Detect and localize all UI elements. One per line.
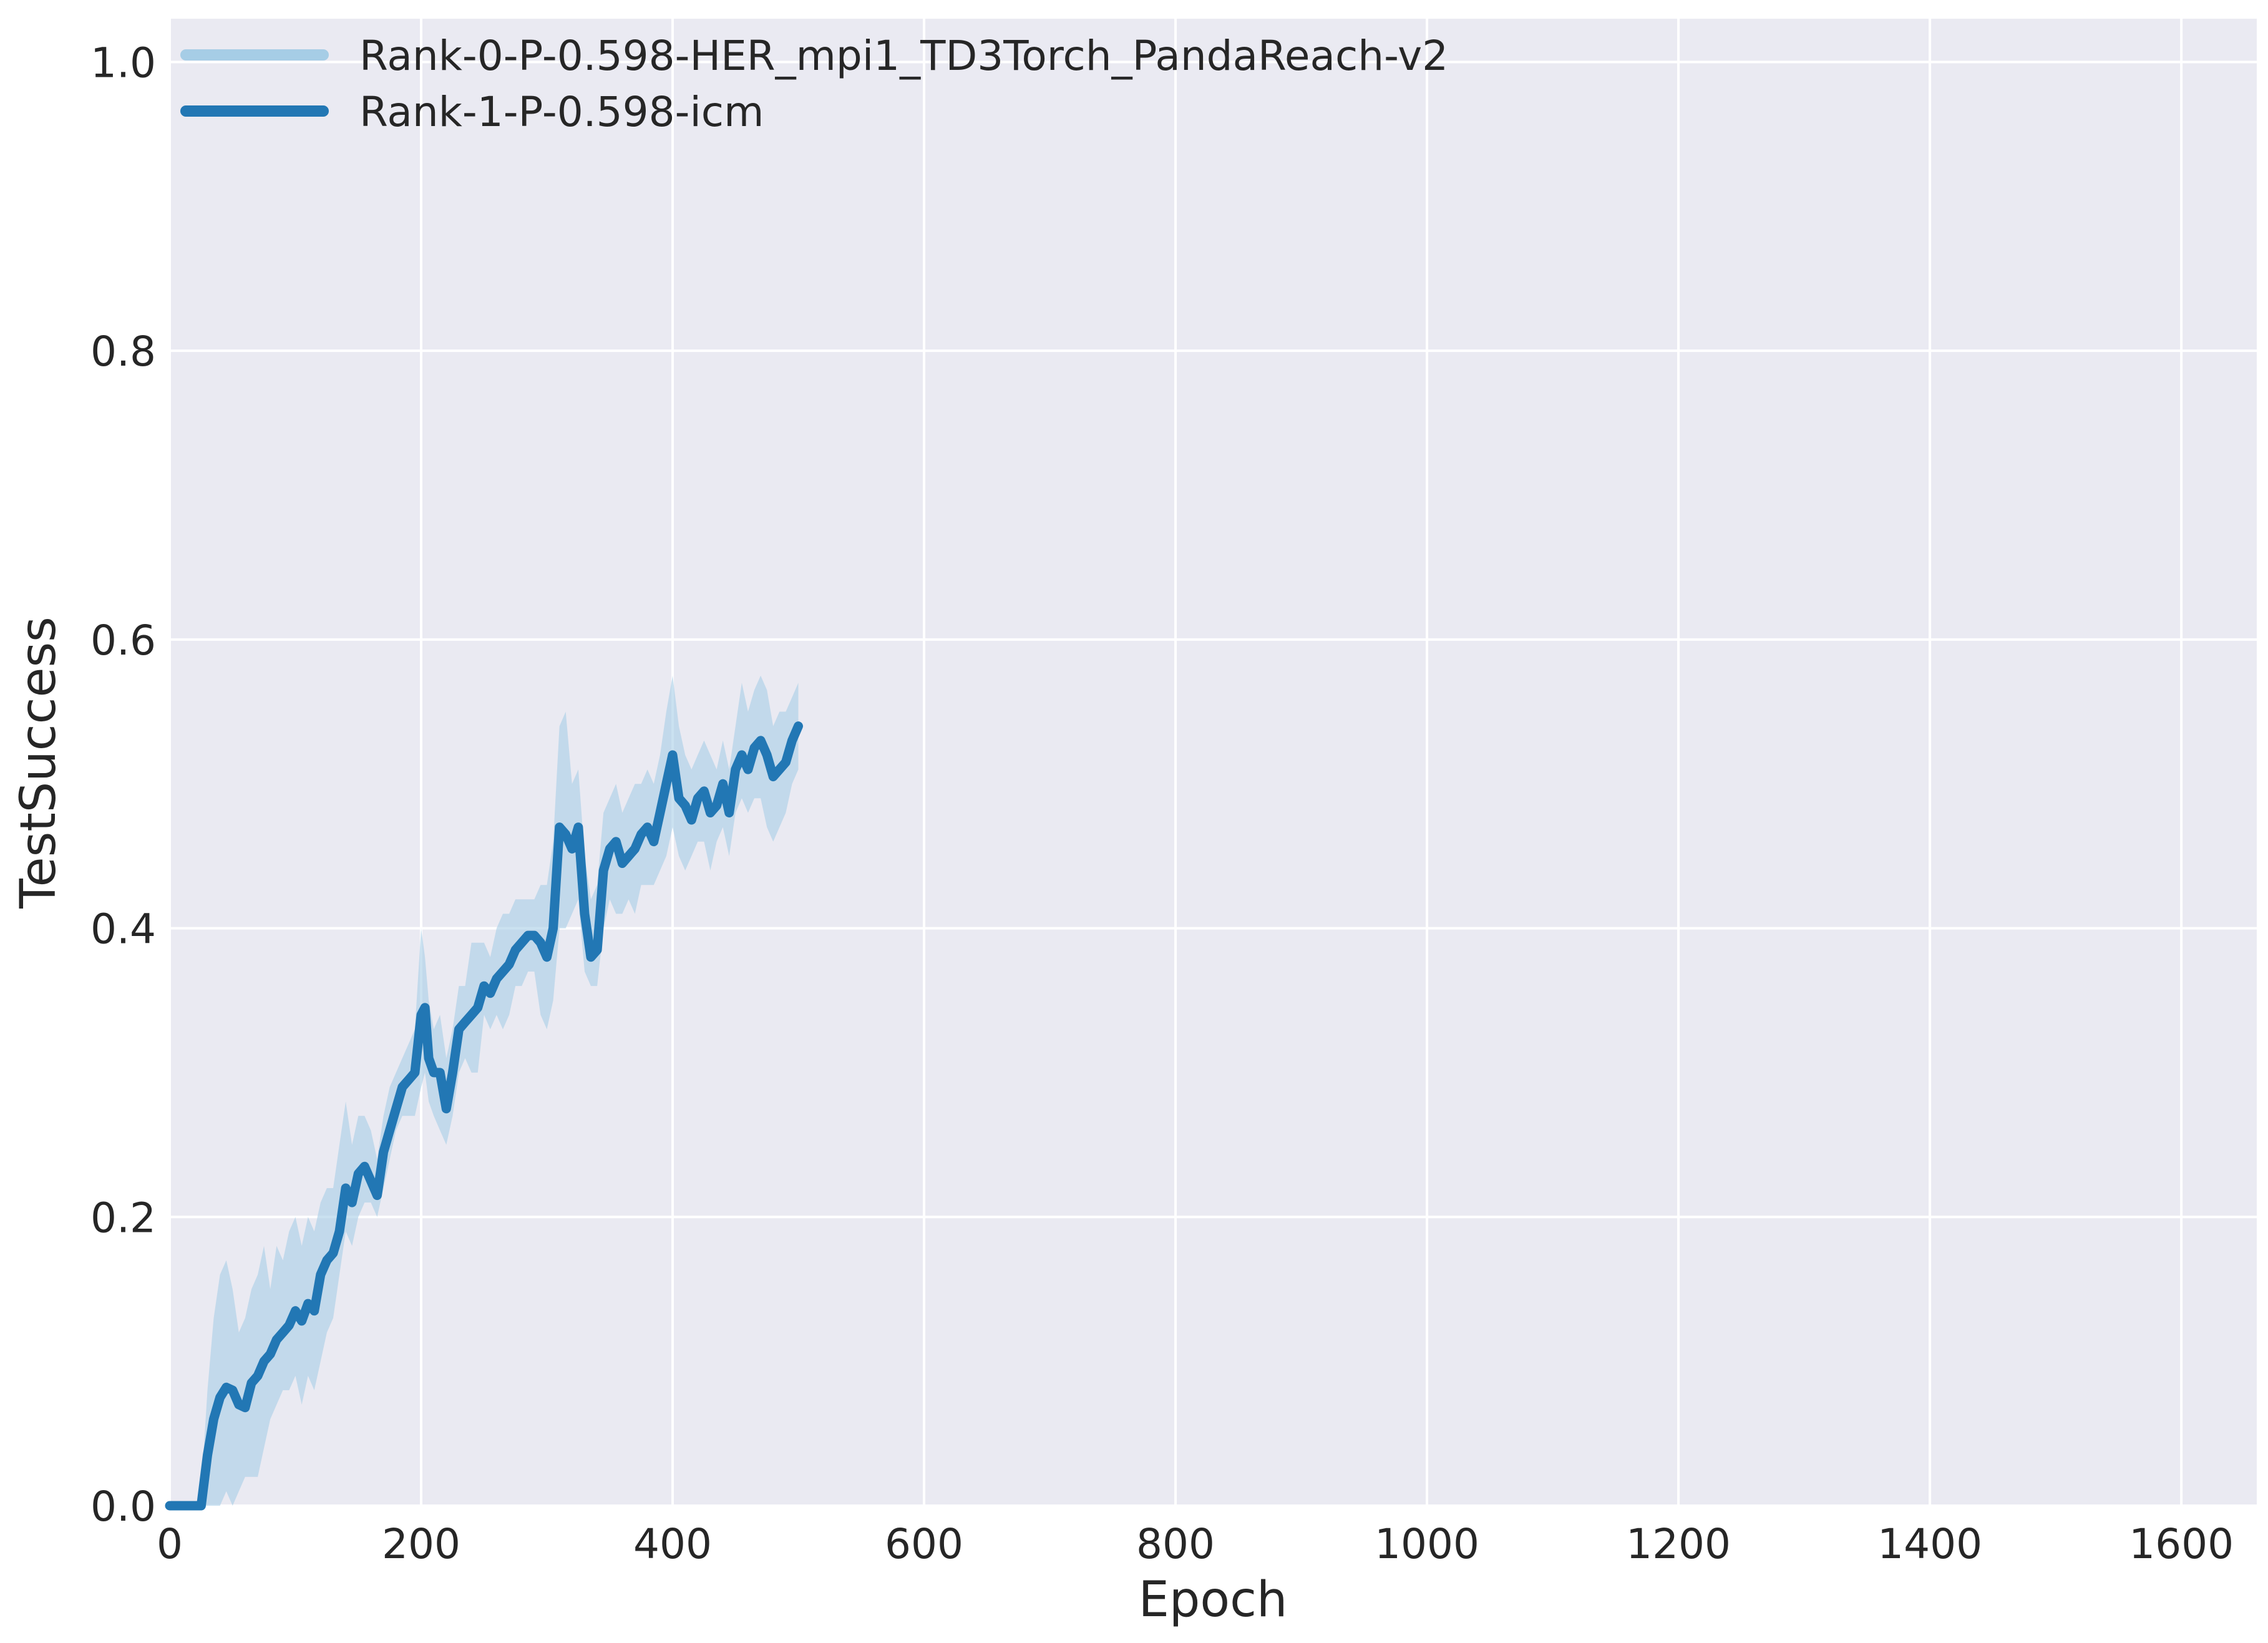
y-tick-label-3: 0.6 [90, 617, 156, 665]
y-tick-labels: 0.0 0.2 0.4 0.6 0.8 1.0 [90, 39, 156, 1531]
x-tick-label-0: 0 [157, 1520, 183, 1568]
x-tick-label-2: 400 [633, 1520, 712, 1568]
y-tick-label-0: 0.0 [90, 1483, 156, 1531]
y-axis-label: TestSuccess [11, 617, 67, 909]
x-tick-labels: 0 200 400 600 800 1000 1200 1400 1600 [157, 1520, 2234, 1568]
x-tick-label-5: 1000 [1375, 1520, 1479, 1568]
x-tick-label-7: 1400 [1877, 1520, 1982, 1568]
y-tick-label-5: 1.0 [90, 39, 156, 87]
x-tick-label-3: 600 [885, 1520, 963, 1568]
legend: Rank-0-P-0.598-HER_mpi1_TD3Torch_PandaRe… [180, 32, 1448, 136]
y-tick-label-1: 0.2 [90, 1194, 156, 1242]
x-tick-label-8: 1600 [2129, 1520, 2234, 1568]
series-lines [165, 721, 803, 1511]
y-tick-label-2: 0.4 [90, 905, 156, 953]
series-1-band [170, 675, 799, 1506]
x-tick-label-1: 200 [382, 1520, 460, 1568]
x-tick-label-4: 800 [1136, 1520, 1215, 1568]
legend-label-series-0: Rank-0-P-0.598-HER_mpi1_TD3Torch_PandaRe… [359, 32, 1448, 80]
legend-label-series-1: Rank-1-P-0.598-icm [359, 88, 764, 136]
series-1-line [165, 721, 803, 1511]
x-axis-label: Epoch [1139, 1572, 1288, 1628]
confidence-band [170, 675, 799, 1506]
y-tick-label-4: 0.8 [90, 328, 156, 376]
plot-background [170, 19, 2257, 1506]
x-tick-label-6: 1200 [1626, 1520, 1731, 1568]
